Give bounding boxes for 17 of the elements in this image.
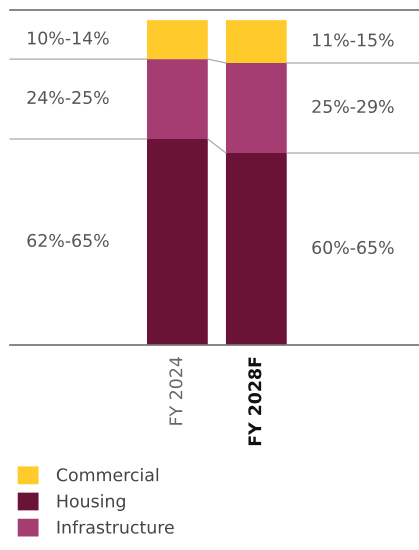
x-tick-label: FY 2024 xyxy=(169,357,182,425)
bar xyxy=(146,138,208,345)
bar xyxy=(226,20,287,63)
text: 25%-29% xyxy=(312,100,394,114)
text: 10%-14% xyxy=(28,31,109,45)
bar xyxy=(146,59,208,139)
legend-label: Housing xyxy=(58,494,125,511)
text: 60%-65% xyxy=(312,240,394,254)
legend-label: Commercial xyxy=(56,468,158,482)
legend-label: Infrastructure xyxy=(58,520,174,534)
bar xyxy=(226,62,287,153)
x-tick-label: FY 2028F xyxy=(248,358,262,446)
text: 62%-65% xyxy=(27,234,109,248)
bar xyxy=(146,20,208,60)
bar xyxy=(226,152,287,345)
text: 11%-15% xyxy=(313,33,394,47)
text: 24%-25% xyxy=(28,90,109,104)
